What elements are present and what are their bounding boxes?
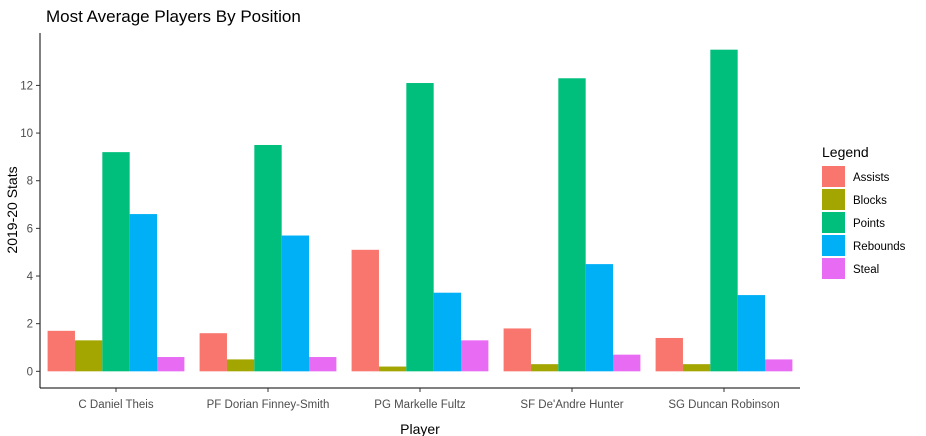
y-tick-label: 2 (27, 319, 33, 331)
x-tick-label: SF De'Andre Hunter (520, 399, 623, 411)
bar-blocks-4 (682, 364, 711, 372)
x-tick-label: SG Duncan Robinson (668, 399, 779, 411)
legend-label-points: Points (853, 218, 885, 230)
bar-steal-0 (157, 357, 185, 372)
x-axis-title: Player (400, 421, 440, 436)
bar-points-0 (102, 152, 130, 372)
bar-blocks-2 (378, 366, 407, 372)
legend-swatch-points (822, 212, 845, 233)
x-tick-label: PF Dorian Finney-Smith (207, 399, 330, 411)
legend-label-steal: Steal (853, 264, 879, 276)
legend-label-rebounds: Rebounds (853, 241, 906, 253)
chart-title: Most Average Players By Position (46, 7, 301, 26)
bar-points-4 (710, 49, 738, 372)
bar-blocks-3 (530, 364, 559, 372)
bar-rebounds-0 (129, 214, 158, 372)
y-axis-ticks: 0 2 4 6 8 10 12 (20, 80, 40, 378)
x-tick-label: C Daniel Theis (78, 399, 153, 411)
bar-points-3 (558, 78, 586, 372)
y-axis-title: 2019-20 Stats (4, 166, 20, 253)
y-tick-label: 0 (27, 366, 33, 378)
y-tick-label: 4 (27, 271, 34, 283)
x-axis-ticks: C Daniel Theis PF Dorian Finney-Smith PG M… (78, 388, 780, 411)
bar-steal-1 (309, 357, 337, 372)
bar-points-1 (254, 144, 282, 372)
bar-assists-2 (351, 249, 379, 372)
bar-assists-0 (47, 330, 75, 372)
legend-label-blocks: Blocks (853, 195, 887, 207)
bar-steal-4 (765, 359, 793, 372)
legend-swatch-rebounds (822, 235, 845, 256)
bar-points-2 (406, 83, 434, 372)
bar-steal-2 (461, 340, 489, 372)
bar-rebounds-2 (433, 292, 462, 372)
bar-steal-3 (613, 354, 641, 372)
x-tick-label: PG Markelle Fultz (374, 399, 466, 411)
bar-blocks-0 (74, 340, 103, 372)
bar-rebounds-3 (585, 264, 614, 372)
bar-assists-4 (655, 337, 683, 372)
y-tick-label: 8 (27, 176, 33, 188)
legend-label-assists: Assists (853, 172, 890, 184)
legend-swatch-blocks (822, 189, 845, 210)
bar-assists-1 (199, 333, 227, 372)
bar-rebounds-4 (737, 295, 766, 372)
y-tick-label: 12 (20, 80, 33, 92)
legend: Legend Assists Blocks Points Rebounds Steal (822, 144, 906, 279)
y-tick-label: 10 (20, 128, 33, 140)
legend-swatch-assists (822, 166, 845, 187)
bar-rebounds-1 (281, 235, 310, 372)
legend-title: Legend (822, 144, 869, 160)
bar-assists-3 (503, 328, 531, 372)
bar-blocks-1 (226, 359, 255, 372)
y-tick-label: 6 (27, 223, 33, 235)
plot-area (47, 49, 793, 372)
legend-swatch-steal (822, 258, 845, 279)
